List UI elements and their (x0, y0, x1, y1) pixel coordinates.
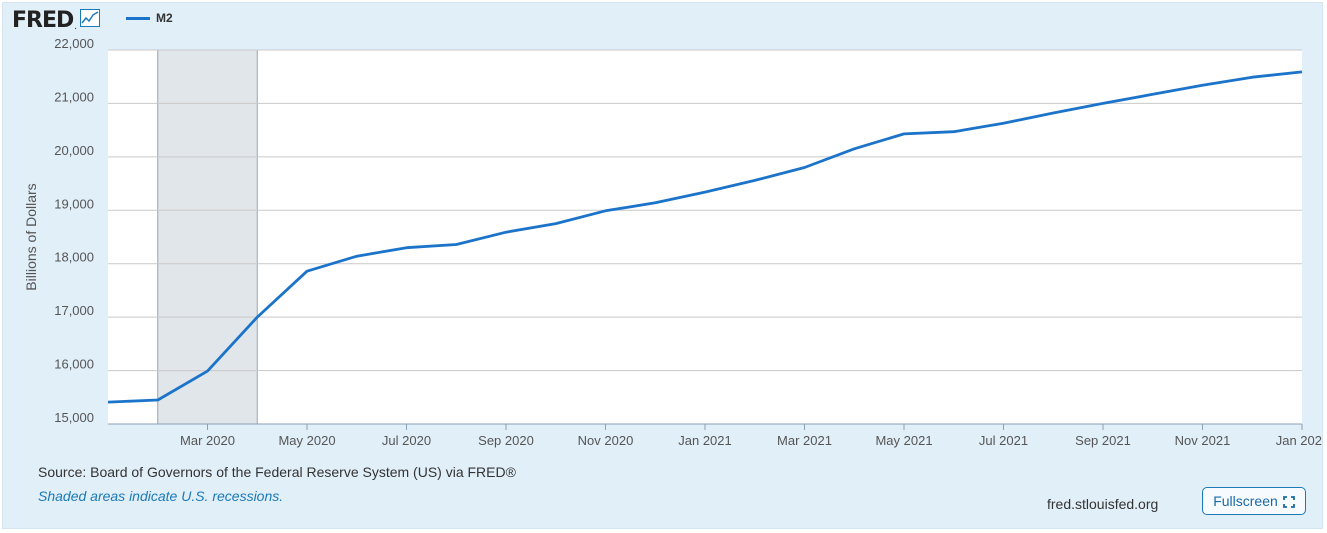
y-tick-label: 15,000 (54, 410, 94, 425)
x-tick-label: Jan 2021 (678, 433, 732, 448)
y-axis-label: Billions of Dollars (23, 183, 39, 290)
y-tick-label: 19,000 (54, 196, 94, 211)
plot-area (108, 50, 1302, 424)
y-tick-label: 18,000 (54, 250, 94, 265)
x-tick-label: Nov 2021 (1175, 433, 1231, 448)
fullscreen-label: Fullscreen (1213, 493, 1278, 509)
x-tick-label: Mar 2020 (180, 433, 235, 448)
y-tick-label: 20,000 (54, 143, 94, 158)
legend-swatch (126, 16, 150, 20)
logo-mark: . (74, 20, 78, 32)
x-tick-label: Nov 2020 (578, 433, 634, 448)
chart-legend: M2 (126, 11, 173, 25)
fullscreen-button[interactable]: Fullscreen (1202, 487, 1306, 515)
x-tick-label: Jan 202 (1276, 433, 1322, 448)
y-tick-label: 17,000 (54, 303, 94, 318)
y-tick-label: 16,000 (54, 357, 94, 372)
y-tick-label: 21,000 (54, 89, 94, 104)
series-line-m2 (107, 70, 1303, 404)
recession-shading (157, 50, 258, 424)
logo-text: FRED (12, 7, 74, 33)
source-text: Source: Board of Governors of the Federa… (38, 464, 516, 480)
line-chart-icon (80, 9, 101, 32)
x-tick-label: May 2020 (278, 433, 335, 448)
x-tick-label: Jul 2021 (979, 433, 1028, 448)
site-link[interactable]: fred.stlouisfed.org (1047, 496, 1159, 512)
fred-logo[interactable]: FRED . (12, 6, 101, 34)
x-tick-label: Sep 2021 (1075, 433, 1131, 448)
x-tick-label: Mar 2021 (777, 433, 832, 448)
y-tick-label: 22,000 (54, 36, 94, 51)
x-tick-label: Jul 2020 (382, 433, 431, 448)
legend-label-m2: M2 (156, 11, 173, 25)
fullscreen-icon (1282, 495, 1295, 508)
recession-note: Shaded areas indicate U.S. recessions. (38, 488, 284, 504)
x-tick-label: May 2021 (875, 433, 932, 448)
x-tick-label: Sep 2020 (478, 433, 534, 448)
